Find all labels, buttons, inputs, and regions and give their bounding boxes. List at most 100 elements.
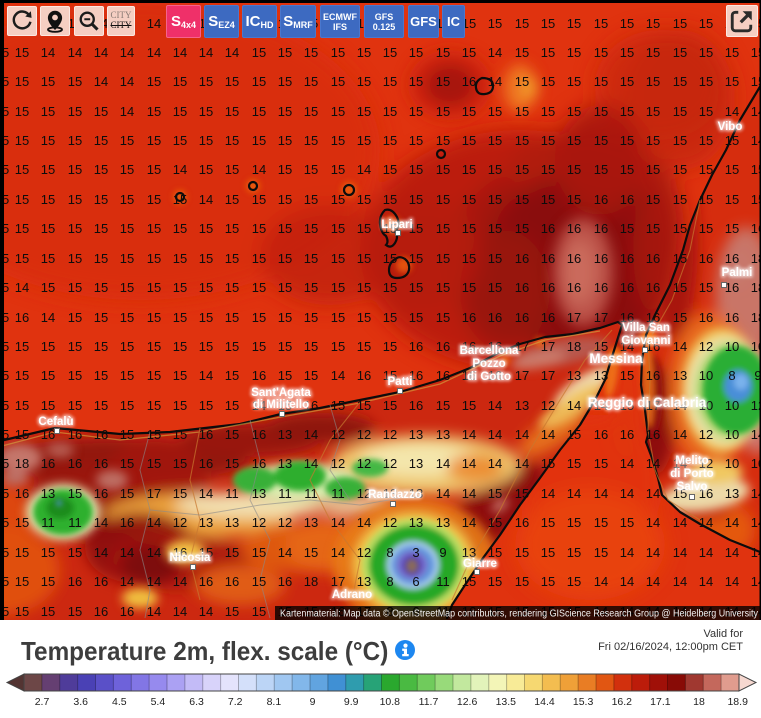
svg-text:12: 12 xyxy=(357,456,371,471)
svg-text:15: 15 xyxy=(68,486,82,501)
svg-text:14: 14 xyxy=(751,545,761,560)
svg-text:16: 16 xyxy=(751,221,761,236)
svg-text:15: 15 xyxy=(331,162,345,177)
svg-text:15: 15 xyxy=(725,221,739,236)
svg-text:15: 15 xyxy=(68,604,82,619)
svg-text:17: 17 xyxy=(541,368,555,383)
svg-text:15: 15 xyxy=(68,280,82,295)
svg-text:14: 14 xyxy=(147,515,161,530)
svg-text:15: 15 xyxy=(409,74,423,89)
svg-text:15: 15 xyxy=(173,339,187,354)
svg-text:15: 15 xyxy=(147,162,161,177)
svg-text:16: 16 xyxy=(620,280,634,295)
svg-text:15: 15 xyxy=(357,45,371,60)
svg-text:15: 15 xyxy=(436,192,450,207)
svg-text:10: 10 xyxy=(699,398,713,413)
svg-text:15: 15 xyxy=(120,427,134,442)
svg-text:14: 14 xyxy=(725,545,739,560)
svg-text:16: 16 xyxy=(436,368,450,383)
svg-text:14: 14 xyxy=(147,45,161,60)
svg-text:15: 15 xyxy=(751,192,761,207)
svg-text:15: 15 xyxy=(94,339,108,354)
svg-text:15: 15 xyxy=(594,545,608,560)
svg-text:15: 15 xyxy=(199,251,213,266)
svg-text:15: 15 xyxy=(462,398,476,413)
svg-text:15: 15 xyxy=(94,368,108,383)
svg-text:14: 14 xyxy=(252,162,266,177)
svg-text:13: 13 xyxy=(409,486,423,501)
svg-text:15: 15 xyxy=(304,192,318,207)
svg-text:16: 16 xyxy=(462,368,476,383)
svg-text:15: 15 xyxy=(68,310,82,325)
svg-text:16: 16 xyxy=(94,486,108,501)
svg-text:14.4: 14.4 xyxy=(534,696,555,708)
svg-text:14: 14 xyxy=(120,545,134,560)
svg-text:di Porto: di Porto xyxy=(670,468,713,480)
svg-text:15: 15 xyxy=(462,251,476,266)
svg-text:15: 15 xyxy=(383,398,397,413)
svg-text:14: 14 xyxy=(646,486,660,501)
svg-text:15: 15 xyxy=(567,162,581,177)
svg-text:15: 15 xyxy=(436,45,450,60)
svg-text:16: 16 xyxy=(541,310,555,325)
svg-text:Lipari: Lipari xyxy=(381,219,412,231)
svg-text:15: 15 xyxy=(541,45,555,60)
svg-text:15: 15 xyxy=(173,398,187,413)
svg-text:18: 18 xyxy=(693,696,705,708)
svg-text:15: 15 xyxy=(515,162,529,177)
svg-text:15: 15 xyxy=(594,162,608,177)
svg-text:15: 15 xyxy=(94,398,108,413)
svg-text:16: 16 xyxy=(620,427,634,442)
svg-text:14: 14 xyxy=(646,456,660,471)
svg-text:15: 15 xyxy=(646,16,660,31)
svg-text:15: 15 xyxy=(0,162,9,177)
svg-text:15: 15 xyxy=(120,368,134,383)
svg-text:15: 15 xyxy=(0,515,9,530)
svg-text:14: 14 xyxy=(594,486,608,501)
svg-text:Barcellona: Barcellona xyxy=(460,345,519,357)
svg-text:16: 16 xyxy=(646,339,660,354)
svg-text:15: 15 xyxy=(620,221,634,236)
svg-text:14: 14 xyxy=(567,398,581,413)
svg-text:15: 15 xyxy=(120,251,134,266)
svg-text:16: 16 xyxy=(620,192,634,207)
svg-text:11: 11 xyxy=(331,486,345,501)
svg-text:13: 13 xyxy=(725,486,739,501)
svg-text:15: 15 xyxy=(68,368,82,383)
svg-text:16: 16 xyxy=(252,368,266,383)
svg-text:15: 15 xyxy=(725,162,739,177)
svg-text:15: 15 xyxy=(357,398,371,413)
svg-text:14: 14 xyxy=(751,133,761,148)
svg-text:16: 16 xyxy=(278,574,292,589)
svg-text:14: 14 xyxy=(68,45,82,60)
svg-text:15: 15 xyxy=(331,192,345,207)
svg-text:14: 14 xyxy=(673,515,687,530)
svg-text:14: 14 xyxy=(725,515,739,530)
svg-text:15: 15 xyxy=(173,74,187,89)
svg-text:Nicosia: Nicosia xyxy=(170,552,212,564)
svg-text:15: 15 xyxy=(646,162,660,177)
svg-text:13: 13 xyxy=(515,398,529,413)
svg-text:15: 15 xyxy=(15,339,29,354)
svg-text:14: 14 xyxy=(331,368,345,383)
svg-text:16: 16 xyxy=(541,221,555,236)
svg-text:15: 15 xyxy=(15,368,29,383)
svg-text:15: 15 xyxy=(383,192,397,207)
svg-text:15: 15 xyxy=(515,486,529,501)
svg-text:Randazzo: Randazzo xyxy=(368,489,422,501)
svg-text:14: 14 xyxy=(488,74,502,89)
svg-text:15: 15 xyxy=(225,192,239,207)
svg-text:15: 15 xyxy=(252,104,266,119)
svg-text:3: 3 xyxy=(412,545,419,560)
svg-text:15: 15 xyxy=(620,398,634,413)
svg-text:15: 15 xyxy=(699,16,713,31)
svg-text:16: 16 xyxy=(94,427,108,442)
svg-text:12: 12 xyxy=(331,427,345,442)
svg-text:17: 17 xyxy=(594,310,608,325)
svg-text:14: 14 xyxy=(646,545,660,560)
svg-text:16: 16 xyxy=(252,427,266,442)
svg-text:15: 15 xyxy=(646,221,660,236)
svg-text:14: 14 xyxy=(673,456,687,471)
svg-text:15: 15 xyxy=(278,251,292,266)
svg-text:15: 15 xyxy=(173,280,187,295)
